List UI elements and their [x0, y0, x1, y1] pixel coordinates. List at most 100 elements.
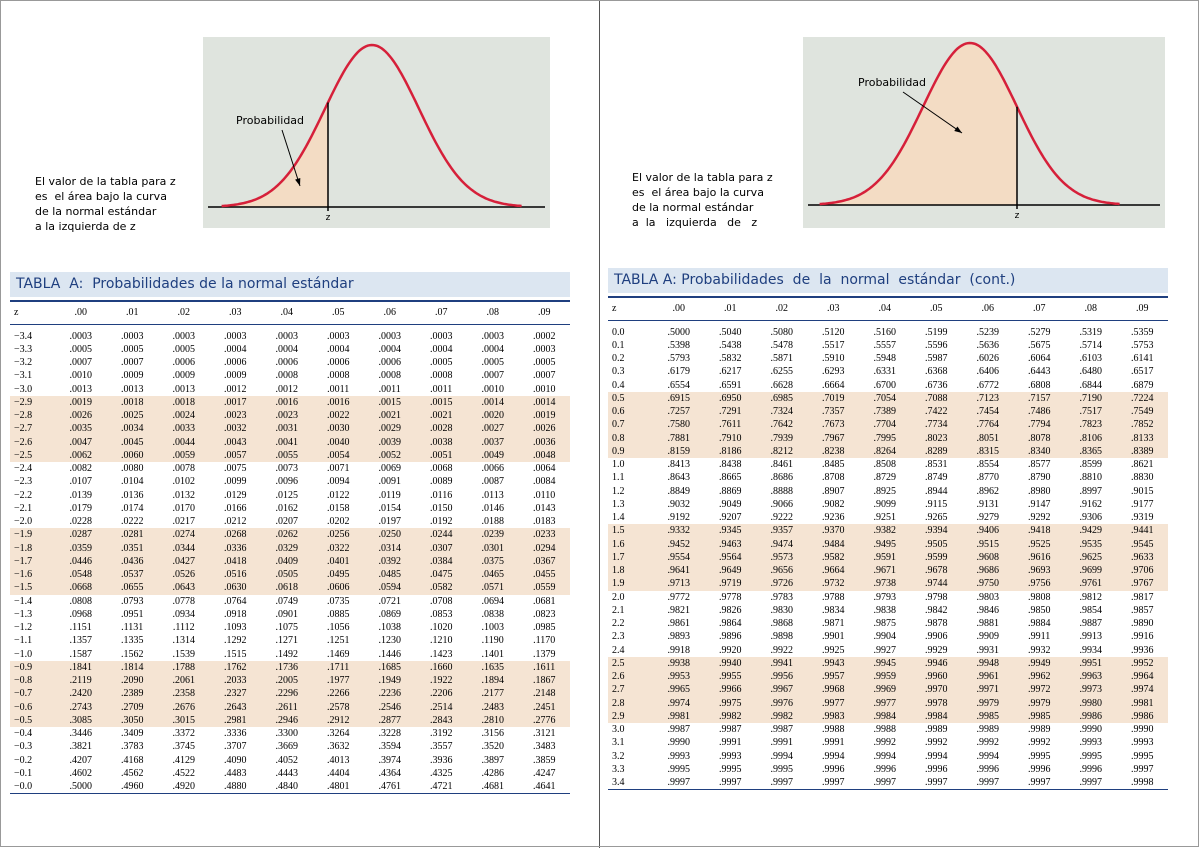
cell: .0018 [106, 395, 158, 409]
cell: .9987 [667, 724, 691, 735]
cell: .1635 [467, 660, 519, 674]
table-row: 2.5.9938.9940.9941.9943.9945.9946.9948.9… [608, 656, 1168, 670]
cell: .6736 [925, 379, 948, 391]
cell: .9964 [1116, 670, 1168, 684]
cell: .0322 [312, 541, 364, 555]
z-cell: −2.2 [14, 489, 33, 501]
cell: .0838 [481, 608, 505, 620]
caption: El valor de la tabla para z es el área ba… [35, 174, 176, 234]
cell: .2676 [158, 700, 210, 714]
cell: .2327 [209, 687, 261, 701]
cell: .9987 [719, 724, 742, 735]
cell: .9994 [822, 750, 845, 762]
cell: .9984 [859, 709, 911, 723]
cell: .9871 [822, 618, 845, 629]
cell: .7734 [910, 418, 962, 432]
cell: .2514 [415, 700, 467, 714]
cell: .9495 [859, 537, 911, 551]
cell: .9986 [1116, 709, 1168, 723]
cell: .3264 [327, 728, 350, 739]
cell: .8365 [1065, 444, 1117, 458]
cell: .0116 [430, 489, 453, 501]
cell: .5080 [770, 326, 794, 338]
cell: .0239 [467, 528, 519, 542]
header-cell: .01 [126, 307, 139, 318]
cell: .5636 [976, 339, 1000, 351]
cell: .0351 [106, 541, 158, 555]
z-cell: −0.3 [14, 741, 33, 753]
cell: .9251 [873, 512, 897, 523]
cell: .7939 [756, 431, 808, 445]
cell: .8888 [770, 485, 794, 497]
z-cell: 1.9 [608, 577, 653, 591]
cell: .0019 [518, 409, 570, 423]
cell: .9693 [1013, 564, 1065, 578]
cell: .0008 [275, 370, 299, 382]
z-cell: −1.8 [10, 541, 55, 555]
cell: .0537 [106, 568, 158, 582]
cell: .9943 [807, 656, 859, 670]
cell: .0026 [518, 422, 570, 436]
cell: .9505 [910, 537, 962, 551]
header-cell: .04 [280, 307, 294, 318]
cell: .0003 [172, 330, 196, 342]
caption-line: a la izquierda de z [35, 220, 136, 233]
cell: .7517 [1065, 405, 1117, 419]
cell: .0009 [121, 370, 144, 382]
cell: .0110 [533, 489, 556, 501]
cell: .9946 [910, 656, 962, 670]
z-cell: 1.5 [608, 524, 653, 538]
cell: .9994 [873, 750, 897, 762]
cell: .9591 [859, 550, 911, 564]
cell: .9713 [653, 577, 705, 591]
cell: .9997 [667, 777, 691, 788]
cell: .2611 [261, 700, 313, 714]
cell: .0392 [364, 554, 416, 568]
z-cell: 3.0 [612, 724, 625, 735]
cell: .7852 [1116, 418, 1168, 432]
cell: .0041 [261, 435, 313, 449]
cell: .3300 [275, 728, 299, 739]
cell: .8389 [1116, 444, 1168, 458]
cell: .0985 [533, 622, 556, 633]
table-row: −1.4 .0808 .0793 .0778 .0764 .0749 .0735 .0721.… [10, 595, 570, 608]
cell: .8315 [962, 444, 1014, 458]
cell: .0012 [275, 383, 299, 395]
cell: .9564 [704, 550, 756, 564]
cell: .9633 [1116, 550, 1168, 564]
cell: .4286 [481, 767, 505, 779]
cell: .9997 [873, 777, 897, 788]
table-row: 2.4 .9918 .9920 .9922 .9925 .9927 .9929 .9931 .9… [608, 644, 1168, 657]
cell: .0418 [209, 554, 261, 568]
cell: .7580 [653, 418, 705, 432]
header-cell: .02 [177, 307, 191, 318]
cell: .0668 [55, 581, 107, 595]
cell: .0217 [172, 516, 196, 527]
z-cell: −1.6 [10, 568, 55, 582]
z-cell: −1.5 [10, 581, 55, 595]
cell: .3821 [69, 741, 93, 753]
cell: .3483 [533, 741, 556, 753]
cell: .0030 [312, 422, 364, 436]
z-cell: −1.0 [14, 648, 33, 660]
table-row: −2.4 .0082 .0080 .0078 .0075 .0073 .0071 .0069.… [10, 462, 570, 475]
cell: .9987 [770, 724, 794, 735]
cell: .2236 [364, 687, 416, 701]
cell: .7823 [1065, 418, 1117, 432]
cell: .9699 [1065, 564, 1117, 578]
cell: .9974 [1116, 683, 1168, 697]
header-cell: .03 [229, 307, 242, 318]
table-row: 0.4 .6554 .6591 .6628 .6664 .6700 .6736 .6772 .6… [608, 379, 1168, 392]
cell: .9965 [653, 683, 705, 697]
cell: .1251 [327, 635, 350, 647]
cell: .7794 [1013, 418, 1065, 432]
cell: .5910 [822, 353, 845, 364]
cell: .1271 [275, 635, 299, 647]
cell: .9918 [667, 644, 691, 656]
cell: .0078 [172, 463, 196, 474]
cell: .0011 [378, 383, 401, 395]
arrow-line [281, 129, 301, 187]
cell: .0051 [415, 448, 467, 462]
cell: .0694 [481, 595, 505, 607]
cell: .3669 [275, 741, 299, 753]
